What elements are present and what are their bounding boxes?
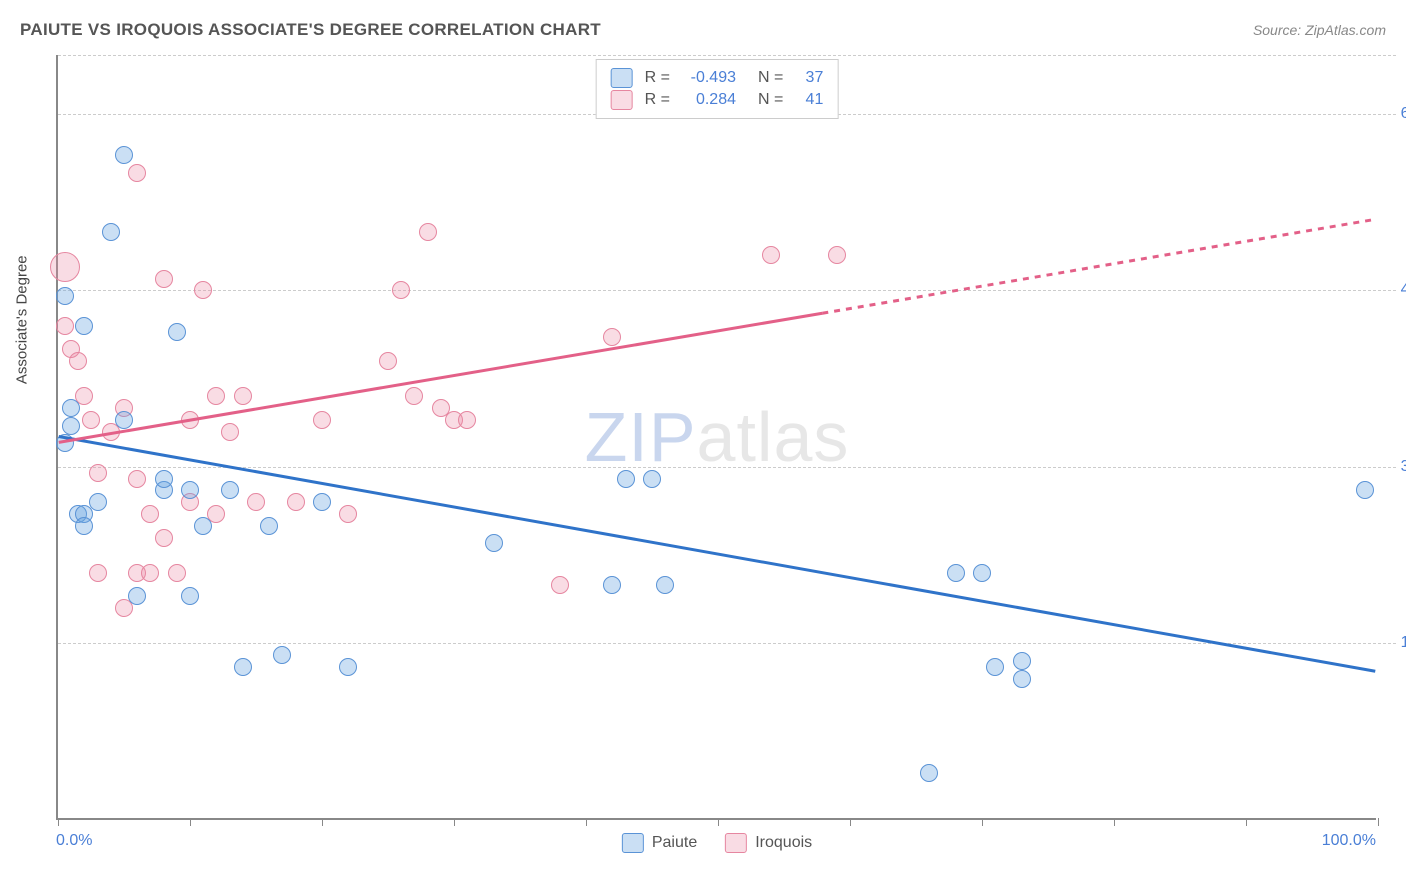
legend-item: Iroquois [725,833,812,853]
source-label: Source: ZipAtlas.com [1253,22,1386,38]
x-tick [1378,818,1379,826]
legend-correlation: R =-0.493N =37R =0.284N =41 [596,59,839,119]
x-axis-min-label: 0.0% [56,832,92,850]
x-tick [454,818,455,826]
legend-swatch [725,833,747,853]
trend-lines [58,55,1376,818]
x-tick [1114,818,1115,826]
plot-area: ZIPatlas R =-0.493N =37R =0.284N =41 Pai… [56,55,1376,820]
legend-swatch [611,90,633,110]
x-tick [322,818,323,826]
x-tick [586,818,587,826]
y-tick-label: 30.0% [1401,458,1406,476]
y-axis-title: Associate's Degree [14,255,31,384]
x-tick [850,818,851,826]
x-tick [58,818,59,826]
legend-item: Paiute [622,833,697,853]
y-tick-label: 60.0% [1401,105,1406,123]
chart-title: PAIUTE VS IROQUOIS ASSOCIATE'S DEGREE CO… [20,20,601,40]
x-axis-max-label: 100.0% [1322,832,1376,850]
x-tick [718,818,719,826]
x-tick [190,818,191,826]
legend-series: Paiute Iroquois [622,833,812,853]
legend-swatch [622,833,644,853]
x-tick [1246,818,1247,826]
y-tick-label: 45.0% [1401,281,1406,299]
legend-row: R =0.284N =41 [611,90,824,110]
legend-row: R =-0.493N =37 [611,68,824,88]
x-tick [982,818,983,826]
y-tick-label: 15.0% [1401,634,1406,652]
legend-swatch [611,68,633,88]
